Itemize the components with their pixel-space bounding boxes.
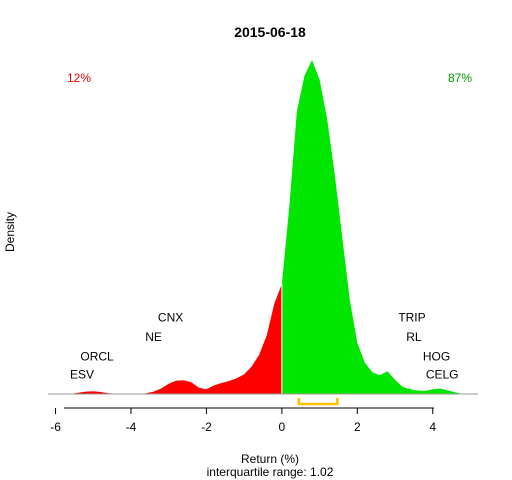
ticker-label: NE — [145, 330, 162, 344]
iqr-subtitle: interquartile range: 1.02 — [207, 465, 334, 479]
positive-percentage: 87% — [448, 71, 472, 85]
x-tick-label: 4 — [429, 420, 436, 434]
iqr-bracket-line — [297, 398, 339, 406]
positive-return-area — [281, 60, 463, 394]
ticker-label: TRIP — [398, 310, 425, 324]
y-axis-label: Density — [3, 212, 17, 252]
x-axis-label: Return (%) — [241, 452, 299, 466]
iqr-bracket — [297, 398, 339, 406]
ticker-label: CNX — [158, 310, 183, 324]
x-axis-ticks: -6 -4 -2 0 2 4 — [50, 408, 436, 434]
ticker-label: ESV — [70, 367, 94, 381]
density-area — [70, 60, 463, 394]
x-tick-label: -2 — [201, 420, 212, 434]
negative-percentage: 12% — [67, 71, 91, 85]
negative-return-area — [70, 284, 282, 394]
ticker-label: CELG — [426, 367, 459, 381]
x-tick-label: 0 — [279, 420, 286, 434]
ticker-label: RL — [406, 330, 422, 344]
ticker-label: ORCL — [80, 350, 114, 364]
chart-title: 2015-06-18 — [234, 24, 306, 40]
x-tick-label: -6 — [50, 420, 61, 434]
x-tick-label: 2 — [354, 420, 361, 434]
x-tick-label: -4 — [126, 420, 137, 434]
ticker-label: HOG — [423, 350, 450, 364]
